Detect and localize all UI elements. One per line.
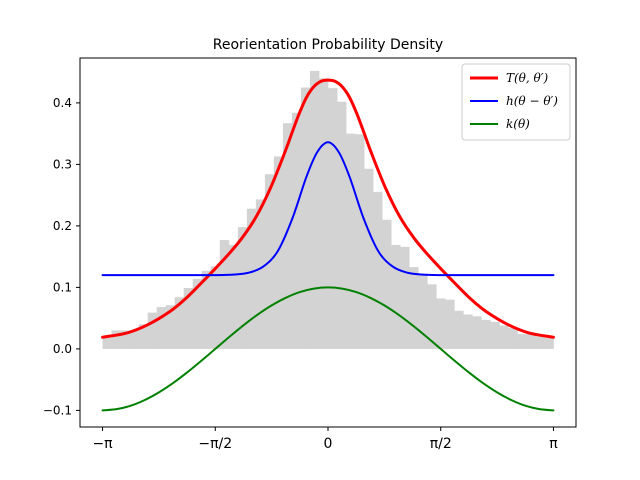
- histogram-bar: [201, 270, 212, 349]
- histogram-bar: [255, 199, 266, 349]
- y-tick-label: 0.2: [53, 219, 72, 233]
- legend: T(θ, θ′) h(θ − θ′) k(θ): [461, 63, 571, 141]
- histogram-bar: [156, 307, 167, 349]
- histogram-bar: [427, 284, 437, 349]
- series-line-2: [101, 141, 555, 277]
- histogram-bar: [445, 299, 455, 349]
- histogram-bar: [174, 297, 185, 349]
- histogram-bar: [129, 330, 140, 349]
- y-tick-label: 0.4: [53, 96, 72, 110]
- x-tick-label: −π: [92, 436, 113, 452]
- legend-label: h(θ − θ′): [506, 94, 558, 108]
- histogram-bar: [120, 330, 131, 349]
- histogram-bar: [409, 267, 419, 349]
- histogram-bar: [526, 333, 536, 349]
- lines-layer: [101, 78, 555, 412]
- histogram-bar: [192, 278, 203, 349]
- histogram-bar: [102, 337, 112, 349]
- ticks-layer: −π −π/2 0 π/2 π −0.1 0.0 0.1 0.2 0.3 0.4: [43, 96, 558, 452]
- chart-title: Reorientation Probability Density: [213, 37, 443, 53]
- histogram-bar: [544, 337, 554, 349]
- histogram-bar: [517, 334, 527, 349]
- histogram-bar: [337, 101, 347, 349]
- histogram-layer: [102, 70, 554, 349]
- histogram-bar: [147, 312, 158, 349]
- series-line-3: [101, 286, 555, 412]
- histogram-bar: [373, 192, 383, 349]
- histogram-bar: [327, 88, 338, 349]
- histogram-bar: [300, 87, 311, 349]
- histogram-bar: [291, 112, 302, 349]
- histogram-bar: [273, 156, 284, 349]
- histogram-bar: [346, 133, 356, 349]
- y-tick-label: −0.1: [43, 403, 72, 417]
- histogram-bar: [436, 298, 446, 349]
- x-tick-label: −π/2: [198, 436, 232, 452]
- histogram-bar: [418, 273, 428, 349]
- y-tick-label: 0.0: [53, 342, 72, 356]
- histogram-bar: [228, 244, 239, 349]
- histogram-bar: [508, 327, 518, 349]
- histogram-bar: [382, 219, 392, 349]
- histogram-bar: [111, 330, 121, 349]
- histogram-bar: [183, 288, 194, 349]
- x-tick-label: π: [549, 436, 558, 452]
- histogram-bar: [481, 319, 491, 349]
- histogram-bar: [535, 336, 545, 349]
- histogram-bar: [246, 208, 257, 349]
- histogram-bar: [400, 246, 410, 349]
- legend-label: k(θ): [506, 117, 530, 131]
- histogram-bar: [165, 305, 176, 349]
- histogram-bar: [138, 324, 149, 349]
- histogram-bar: [318, 78, 329, 349]
- histogram-bar: [490, 321, 500, 349]
- histogram-bar: [237, 227, 248, 349]
- legend-box: [461, 63, 571, 141]
- y-tick-label: 0.1: [53, 280, 72, 294]
- histogram-bar: [364, 168, 374, 349]
- histogram-bar: [309, 70, 320, 349]
- legend-label: T(θ, θ′): [506, 71, 548, 85]
- histogram-bar: [282, 123, 293, 349]
- x-tick-label: 0: [324, 436, 333, 452]
- histogram-bar: [454, 310, 464, 349]
- histogram-bar: [219, 240, 230, 349]
- histogram-bar: [463, 314, 473, 349]
- x-tick-label: π/2: [430, 436, 452, 452]
- histogram-bar: [210, 266, 221, 349]
- histogram-bar: [391, 244, 401, 349]
- histogram-bar: [472, 316, 482, 349]
- histogram-bar: [355, 134, 365, 349]
- y-tick-label: 0.3: [53, 157, 72, 171]
- histogram-bar: [499, 325, 509, 349]
